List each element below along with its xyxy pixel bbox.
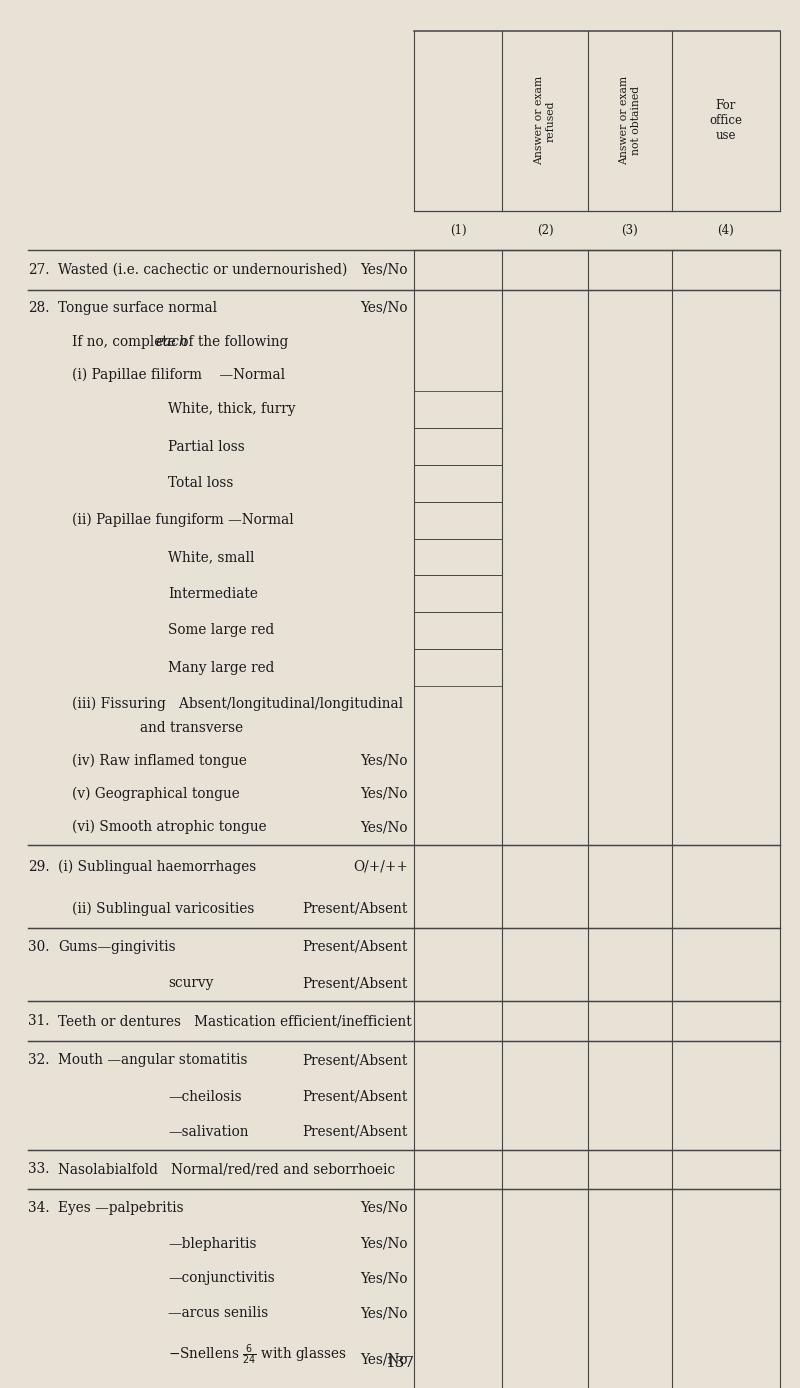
- Text: Yes/No: Yes/No: [361, 820, 408, 834]
- Text: —blepharitis: —blepharitis: [168, 1237, 257, 1251]
- Text: Some large red: Some large red: [168, 623, 274, 637]
- Text: (4): (4): [718, 223, 734, 236]
- Text: Yes/No: Yes/No: [361, 1237, 408, 1251]
- Text: (2): (2): [537, 223, 554, 236]
- Text: (v) Geographical tongue: (v) Geographical tongue: [72, 787, 240, 801]
- Text: If no, complete: If no, complete: [72, 335, 180, 348]
- Text: and transverse: and transverse: [140, 722, 243, 736]
- Text: Mouth —angular stomatitis: Mouth —angular stomatitis: [58, 1053, 248, 1067]
- Text: Partial loss: Partial loss: [168, 440, 245, 454]
- Text: For
office
use: For office use: [710, 100, 742, 142]
- Text: White, thick, furry: White, thick, furry: [168, 403, 295, 416]
- Text: —arcus senilis: —arcus senilis: [168, 1306, 268, 1320]
- Text: Yes/No: Yes/No: [361, 1271, 408, 1285]
- Text: Answer or exam
refused: Answer or exam refused: [534, 76, 556, 165]
- Text: Yes/No: Yes/No: [361, 1352, 408, 1367]
- Text: Present/Absent: Present/Absent: [302, 1124, 408, 1140]
- Text: Present/Absent: Present/Absent: [302, 940, 408, 954]
- Text: 32.: 32.: [28, 1053, 50, 1067]
- Text: scurvy: scurvy: [168, 976, 214, 991]
- Text: 27.: 27.: [28, 262, 50, 278]
- Text: Intermediate: Intermediate: [168, 587, 258, 601]
- Text: each: each: [155, 335, 188, 348]
- Text: Yes/No: Yes/No: [361, 262, 408, 278]
- Text: (i) Papillae filiform    —Normal: (i) Papillae filiform —Normal: [72, 368, 285, 382]
- Text: Present/Absent: Present/Absent: [302, 976, 408, 991]
- Text: —salivation: —salivation: [168, 1124, 249, 1140]
- Text: (1): (1): [450, 223, 466, 236]
- Text: Yes/No: Yes/No: [361, 787, 408, 801]
- Text: (i) Sublingual haemorrhages: (i) Sublingual haemorrhages: [58, 859, 257, 874]
- Text: 34.: 34.: [28, 1201, 50, 1214]
- Text: Present/Absent: Present/Absent: [302, 901, 408, 916]
- Text: (iv) Raw inflamed tongue: (iv) Raw inflamed tongue: [72, 754, 247, 768]
- Text: —cheilosis: —cheilosis: [168, 1090, 242, 1103]
- Text: (vi) Smooth atrophic tongue: (vi) Smooth atrophic tongue: [72, 820, 266, 834]
- Text: $\mathdefault{-}$Snellens $\frac{6}{24}$ with glasses: $\mathdefault{-}$Snellens $\frac{6}{24}$…: [168, 1342, 346, 1367]
- Text: Many large red: Many large red: [168, 661, 274, 675]
- Text: Teeth or dentures   Mastication efficient/inefficient: Teeth or dentures Mastication efficient/…: [58, 1015, 412, 1029]
- Text: of the following: of the following: [176, 335, 288, 348]
- Text: 137: 137: [386, 1356, 414, 1370]
- Text: Total loss: Total loss: [168, 476, 234, 490]
- Text: 31.: 31.: [28, 1015, 50, 1029]
- Text: Yes/No: Yes/No: [361, 301, 408, 315]
- Text: Eyes —palpebritis: Eyes —palpebritis: [58, 1201, 184, 1214]
- Text: Tongue surface normal: Tongue surface normal: [58, 301, 218, 315]
- Text: 30.: 30.: [28, 940, 50, 954]
- Text: —conjunctivitis: —conjunctivitis: [168, 1271, 274, 1285]
- Text: (iii) Fissuring   Absent/longitudinal/longitudinal: (iii) Fissuring Absent/longitudinal/long…: [72, 697, 403, 711]
- Text: (ii) Papillae fungiform —Normal: (ii) Papillae fungiform —Normal: [72, 514, 294, 527]
- Text: White, small: White, small: [168, 550, 254, 564]
- Text: (3): (3): [622, 223, 638, 236]
- Text: 33.: 33.: [28, 1162, 50, 1177]
- Text: Yes/No: Yes/No: [361, 1201, 408, 1214]
- Text: 28.: 28.: [28, 301, 50, 315]
- Text: O/+/++: O/+/++: [353, 859, 408, 874]
- Text: Answer or exam
not obtained: Answer or exam not obtained: [619, 76, 641, 165]
- Text: 29.: 29.: [28, 859, 50, 874]
- Text: Yes/No: Yes/No: [361, 1306, 408, 1320]
- Text: Yes/No: Yes/No: [361, 754, 408, 768]
- Text: Gums—gingivitis: Gums—gingivitis: [58, 940, 176, 954]
- Text: Nasolabialfold   Normal/red/red and seborrhoeic: Nasolabialfold Normal/red/red and seborr…: [58, 1162, 395, 1177]
- Text: Wasted (i.e. cachectic or undernourished): Wasted (i.e. cachectic or undernourished…: [58, 262, 348, 278]
- Text: Present/Absent: Present/Absent: [302, 1053, 408, 1067]
- Text: (ii) Sublingual varicosities: (ii) Sublingual varicosities: [72, 901, 254, 916]
- Text: Present/Absent: Present/Absent: [302, 1090, 408, 1103]
